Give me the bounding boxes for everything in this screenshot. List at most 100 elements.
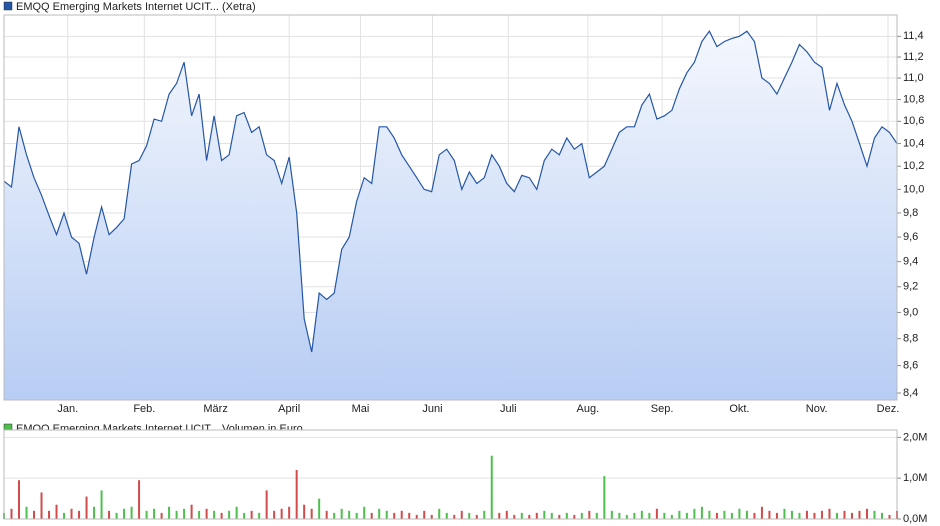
volume-bar — [310, 508, 313, 519]
y-tick-label: 10,2 — [903, 160, 924, 172]
volume-bar — [70, 508, 73, 519]
volume-bar — [873, 510, 876, 519]
volume-bar — [280, 508, 283, 519]
volume-chart: EMQQ Emerging Markets Internet UCIT... V… — [3, 423, 927, 525]
volume-bar — [580, 512, 583, 519]
volume-bar — [745, 510, 748, 519]
volume-bar — [108, 510, 111, 519]
y-tick-label: 8,6 — [903, 359, 918, 371]
volume-bar — [850, 512, 853, 519]
price-chart: EMQQ Emerging Markets Internet UCIT... (… — [3, 1, 924, 415]
volume-bar — [10, 508, 13, 519]
volume-bar — [123, 508, 126, 519]
volume-bar — [393, 512, 396, 519]
volume-bar — [828, 508, 831, 519]
volume-bar — [33, 510, 36, 519]
volume-bar — [325, 510, 328, 519]
volume-bar — [813, 512, 816, 519]
volume-bar — [483, 510, 486, 519]
volume-bar — [363, 506, 366, 519]
volume-bar — [295, 470, 298, 519]
volume-bar — [183, 508, 186, 519]
volume-bar — [25, 506, 28, 519]
volume-bar — [558, 514, 561, 519]
volume-bar — [18, 480, 21, 519]
x-tick-label: Feb. — [133, 403, 155, 415]
x-tick-label: Sep. — [651, 403, 674, 415]
y-tick-label: 11,4 — [903, 30, 924, 42]
volume-bar — [153, 508, 156, 519]
volume-bar — [715, 512, 718, 519]
volume-bar — [610, 510, 613, 519]
plot-background — [4, 430, 897, 519]
x-tick-label: Aug. — [577, 403, 600, 415]
volume-bar — [63, 512, 66, 519]
legend-swatch — [3, 1, 13, 11]
volume-bar — [535, 512, 538, 519]
volume-bar — [318, 498, 321, 519]
volume-bar — [400, 510, 403, 519]
volume-bar — [520, 512, 523, 519]
y-tick-label: 11,2 — [903, 51, 924, 63]
volume-bar — [205, 508, 208, 519]
volume-bar — [498, 512, 501, 519]
volume-bar — [820, 510, 823, 519]
volume-bar — [145, 510, 148, 519]
volume-bar — [40, 492, 43, 519]
volume-bar — [235, 506, 238, 519]
x-tick-label: Okt. — [729, 403, 749, 415]
volume-bar — [790, 510, 793, 519]
volume-bar — [685, 512, 688, 519]
x-tick-label: März — [203, 403, 227, 415]
plot-frame — [3, 14, 898, 401]
volume-bar — [100, 490, 103, 519]
volume-bar — [48, 510, 51, 519]
volume-bar — [783, 508, 786, 519]
y-tick-label: 11,0 — [903, 72, 924, 84]
x-tick-label: Mai — [352, 403, 370, 415]
y-tick-label: 9,2 — [903, 281, 918, 293]
volume-bar — [423, 510, 426, 519]
plot-frame — [3, 429, 898, 520]
volume-bar — [678, 510, 681, 519]
price-line — [3, 30, 898, 353]
volume-bar — [115, 512, 118, 519]
volume-bar — [588, 510, 591, 519]
volume-bar — [760, 506, 763, 519]
volume-bar — [723, 510, 726, 519]
volume-bar — [625, 514, 628, 519]
volume-bar — [505, 510, 508, 519]
y-tick-label: 9,6 — [903, 231, 918, 243]
volume-bar — [880, 512, 883, 519]
volume-bar — [618, 512, 621, 519]
volume-bar — [738, 508, 741, 519]
volume-bar — [228, 510, 231, 519]
volume-bar — [640, 510, 643, 519]
y-tick-label: 8,4 — [903, 387, 918, 399]
y-tick-label: 10,0 — [903, 183, 924, 195]
volume-bar — [768, 510, 771, 519]
volume-bar — [213, 510, 216, 519]
x-tick-label: Juni — [422, 403, 442, 415]
volume-bar — [775, 512, 778, 519]
volume-bar — [730, 512, 733, 519]
y-tick-label: 9,4 — [903, 256, 918, 268]
volume-bar — [663, 512, 666, 519]
volume-bar — [670, 514, 673, 519]
volume-bar — [805, 510, 808, 519]
volume-bar — [385, 510, 388, 519]
x-tick-label: Nov. — [806, 403, 828, 415]
volume-bar — [243, 512, 246, 519]
y-tick-label: 9,0 — [903, 306, 918, 318]
volume-bar — [513, 514, 516, 519]
volume-bar — [138, 480, 141, 519]
volume-bar — [130, 506, 133, 519]
y-tick-label: 10,8 — [903, 93, 924, 105]
volume-bar — [550, 512, 553, 519]
volume-bar — [93, 506, 96, 519]
volume-bar — [370, 512, 373, 519]
y-tick-label: 9,8 — [903, 207, 918, 219]
volume-bar — [700, 506, 703, 519]
volume-bar — [888, 514, 891, 519]
volume-bar — [378, 508, 381, 519]
